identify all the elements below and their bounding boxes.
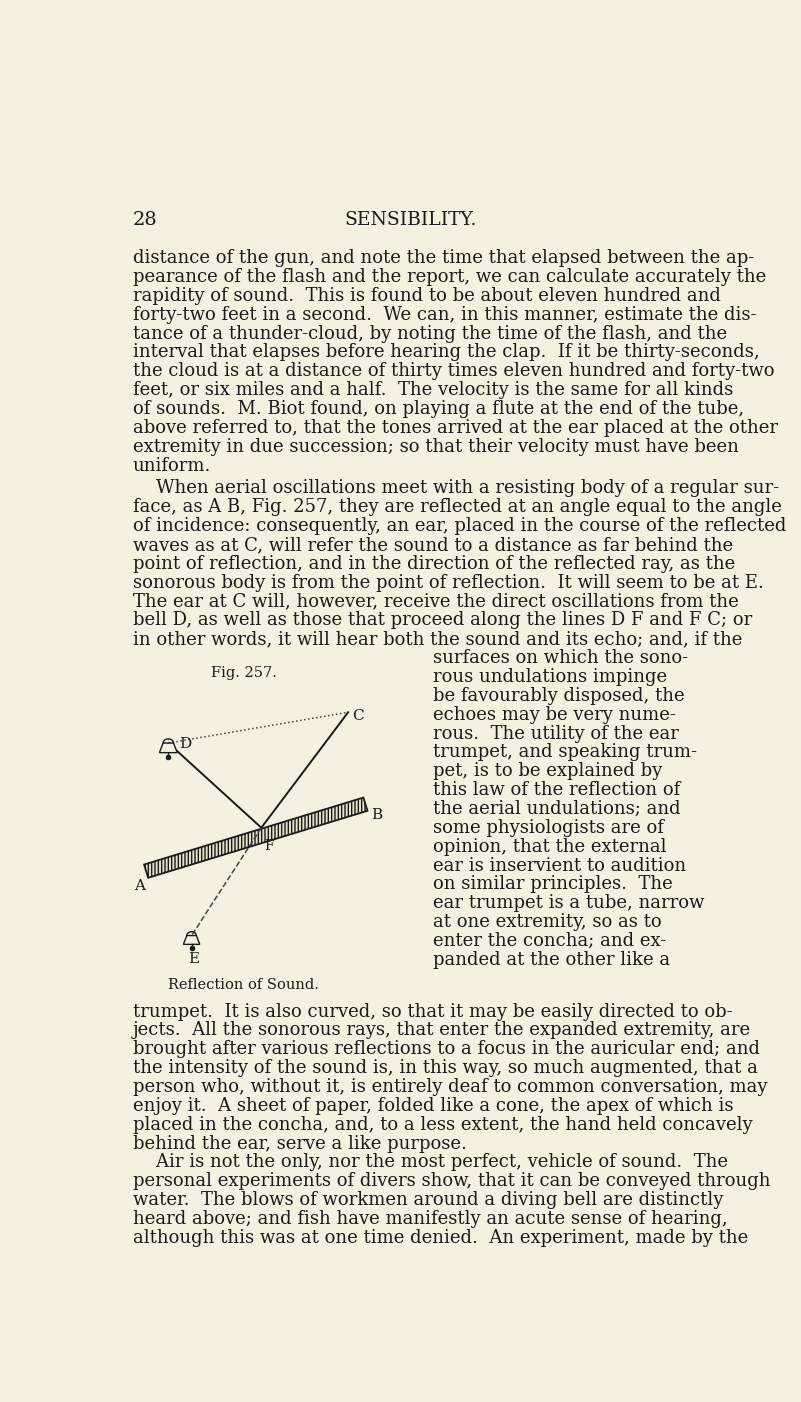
Text: enjoy it.  A sheet of paper, folded like a cone, the apex of which is: enjoy it. A sheet of paper, folded like … bbox=[133, 1096, 733, 1115]
Text: echoes may be very nume-: echoes may be very nume- bbox=[433, 705, 676, 723]
Text: Air is not the only, nor the most perfect, vehicle of sound.  The: Air is not the only, nor the most perfec… bbox=[133, 1154, 727, 1172]
Text: C: C bbox=[352, 709, 364, 723]
Text: this law of the reflection of: this law of the reflection of bbox=[433, 781, 681, 799]
Text: brought after various reflections to a focus in the auricular end; and: brought after various reflections to a f… bbox=[133, 1040, 759, 1059]
Text: opinion, that the external: opinion, that the external bbox=[433, 838, 667, 855]
Text: The ear at C will, however, receive the direct oscillations from the: The ear at C will, however, receive the … bbox=[133, 593, 739, 610]
Text: 28: 28 bbox=[133, 210, 158, 229]
Text: above referred to, that the tones arrived at the ear placed at the other: above referred to, that the tones arrive… bbox=[133, 419, 778, 437]
Text: tance of a thunder-cloud, by noting the time of the flash, and the: tance of a thunder-cloud, by noting the … bbox=[133, 324, 727, 342]
Text: behind the ear, serve a like purpose.: behind the ear, serve a like purpose. bbox=[133, 1134, 466, 1152]
Polygon shape bbox=[159, 743, 177, 753]
Text: rapidity of sound.  This is found to be about eleven hundred and: rapidity of sound. This is found to be a… bbox=[133, 287, 721, 304]
Text: ear trumpet is a tube, narrow: ear trumpet is a tube, narrow bbox=[433, 894, 705, 913]
Text: jects.  All the sonorous rays, that enter the expanded extremity, are: jects. All the sonorous rays, that enter… bbox=[133, 1022, 751, 1039]
Text: SENSIBILITY.: SENSIBILITY. bbox=[344, 210, 477, 229]
Text: point of reflection, and in the direction of the reflected ray, as the: point of reflection, and in the directio… bbox=[133, 555, 735, 573]
Text: rous.  The utility of the ear: rous. The utility of the ear bbox=[433, 725, 679, 743]
Text: in other words, it will hear both the sound and its echo; and, if the: in other words, it will hear both the so… bbox=[133, 631, 742, 648]
Text: bell D, as well as those that proceed along the lines D F and F C; or: bell D, as well as those that proceed al… bbox=[133, 611, 752, 629]
Text: at one extremity, so as to: at one extremity, so as to bbox=[433, 913, 662, 931]
Text: E: E bbox=[188, 952, 199, 966]
Text: waves as at C, will refer the sound to a distance as far behind the: waves as at C, will refer the sound to a… bbox=[133, 536, 733, 554]
Text: enter the concha; and ex-: enter the concha; and ex- bbox=[433, 932, 666, 951]
Text: face, as A B, Fig. 257, they are reflected at an angle equal to the angle: face, as A B, Fig. 257, they are reflect… bbox=[133, 498, 782, 516]
Text: the intensity of the sound is, in this way, so much augmented, that a: the intensity of the sound is, in this w… bbox=[133, 1059, 758, 1077]
Text: although this was at one time denied.  An experiment, made by the: although this was at one time denied. An… bbox=[133, 1230, 748, 1246]
Text: be favourably disposed, the: be favourably disposed, the bbox=[433, 687, 685, 705]
Text: pearance of the flash and the report, we can calculate accurately the: pearance of the flash and the report, we… bbox=[133, 268, 766, 286]
Text: rous undulations impinge: rous undulations impinge bbox=[433, 667, 667, 686]
Text: sonorous body is from the point of reflection.  It will seem to be at E.: sonorous body is from the point of refle… bbox=[133, 573, 763, 592]
Text: Reflection of Sound.: Reflection of Sound. bbox=[168, 979, 319, 991]
Text: A: A bbox=[135, 879, 145, 893]
Text: person who, without it, is entirely deaf to common conversation, may: person who, without it, is entirely deaf… bbox=[133, 1078, 767, 1096]
Text: B: B bbox=[372, 808, 383, 822]
Text: ear is inservient to audition: ear is inservient to audition bbox=[433, 857, 686, 875]
Text: uniform.: uniform. bbox=[133, 457, 211, 475]
Text: some physiologists are of: some physiologists are of bbox=[433, 819, 664, 837]
Text: heard above; and fish have manifestly an acute sense of hearing,: heard above; and fish have manifestly an… bbox=[133, 1210, 727, 1228]
Text: forty-two feet in a second.  We can, in this manner, estimate the dis-: forty-two feet in a second. We can, in t… bbox=[133, 306, 756, 324]
Text: extremity in due succession; so that their velocity must have been: extremity in due succession; so that the… bbox=[133, 437, 739, 456]
Text: Fig. 257.: Fig. 257. bbox=[211, 666, 276, 680]
Text: distance of the gun, and note the time that elapsed between the ap-: distance of the gun, and note the time t… bbox=[133, 250, 754, 268]
Text: pet, is to be explained by: pet, is to be explained by bbox=[433, 763, 662, 781]
Text: the aerial undulations; and: the aerial undulations; and bbox=[433, 801, 681, 817]
Text: interval that elapses before hearing the clap.  If it be thirty-seconds,: interval that elapses before hearing the… bbox=[133, 343, 759, 362]
Text: placed in the concha, and, to a less extent, the hand held concavely: placed in the concha, and, to a less ext… bbox=[133, 1116, 752, 1134]
Text: panded at the other like a: panded at the other like a bbox=[433, 951, 670, 969]
Text: trumpet.  It is also curved, so that it may be easily directed to ob-: trumpet. It is also curved, so that it m… bbox=[133, 1002, 732, 1021]
Text: trumpet, and speaking trum-: trumpet, and speaking trum- bbox=[433, 743, 698, 761]
Text: D: D bbox=[179, 737, 191, 751]
Text: of incidence: consequently, an ear, placed in the course of the reflected: of incidence: consequently, an ear, plac… bbox=[133, 517, 786, 536]
Text: water.  The blows of workmen around a diving bell are distinctly: water. The blows of workmen around a div… bbox=[133, 1192, 723, 1209]
Text: personal experiments of divers show, that it can be conveyed through: personal experiments of divers show, tha… bbox=[133, 1172, 771, 1190]
Text: When aerial oscillations meet with a resisting body of a regular sur-: When aerial oscillations meet with a res… bbox=[133, 479, 779, 498]
Text: feet, or six miles and a half.  The velocity is the same for all kinds: feet, or six miles and a half. The veloc… bbox=[133, 381, 733, 400]
Text: of sounds.  M. Biot found, on playing a flute at the end of the tube,: of sounds. M. Biot found, on playing a f… bbox=[133, 400, 744, 418]
Polygon shape bbox=[144, 798, 368, 878]
Text: the cloud is at a distance of thirty times eleven hundred and forty-two: the cloud is at a distance of thirty tim… bbox=[133, 362, 775, 380]
Text: F: F bbox=[264, 838, 274, 852]
Text: on similar principles.  The: on similar principles. The bbox=[433, 875, 673, 893]
Polygon shape bbox=[183, 935, 199, 945]
Text: surfaces on which the sono-: surfaces on which the sono- bbox=[433, 649, 689, 667]
